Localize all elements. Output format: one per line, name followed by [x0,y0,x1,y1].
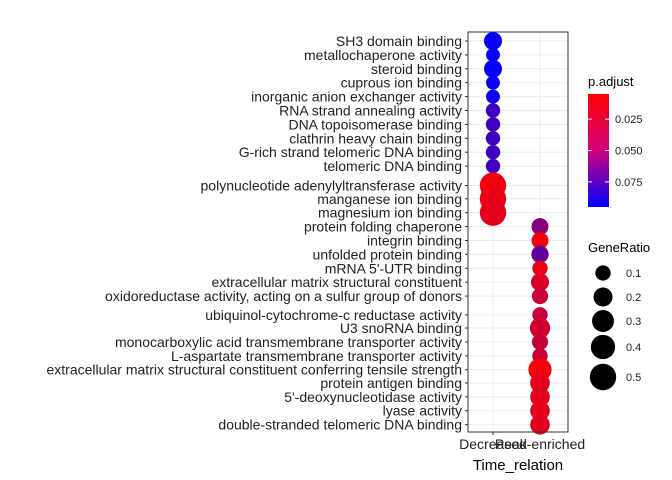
color-legend: p.adjust 0.025 0.050 0.075 [588,74,643,207]
data-point [532,260,548,276]
y-tick-label: mRNA 5'-UTR binding [325,260,462,276]
color-legend-label: 0.050 [615,146,643,158]
size-legend-title: GeneRatio [588,240,650,255]
data-point [485,158,501,174]
y-tick-label: RNA strand annealing activity [279,103,462,119]
size-legend-label: 0.1 [626,268,641,280]
size-legend-label: 0.4 [626,342,641,354]
data-point [530,273,550,292]
size-legend-dot [593,287,613,307]
y-tick-label: extracellular matrix structural constitu… [211,274,462,290]
y-tick-label: oxidoreductase activity, acting on a sul… [105,288,462,304]
data-point [531,287,549,305]
color-legend-label: 0.025 [615,114,643,126]
points-layer [479,31,552,435]
y-tick-label: ubiquinol-cytochrome-c reductase activit… [205,307,462,323]
y-tick-label: L-aspartate transmembrane transporter ac… [171,348,462,364]
size-legend-label: 0.3 [626,316,641,328]
y-tick-label: monocarboxylic acid transmembrane transp… [115,334,462,350]
data-point [486,75,500,90]
size-legend-label: 0.2 [626,292,641,304]
color-legend-label: 0.075 [615,177,643,189]
x-tick-label: Peak-enriched [495,436,585,452]
y-tick-label: steroid binding [371,61,462,77]
y-tick-label: polynucleotide adenylyltransferase activ… [201,178,462,194]
x-tick-label: Decreased [459,436,527,452]
y-tick-label: protein folding chaperone [304,219,462,235]
data-point [531,231,549,249]
y-tick-label: U3 snoRNA binding [340,320,462,336]
y-tick-label: metallochaperone activity [304,47,462,63]
y-tick-label: lyase activity [383,403,462,419]
size-legend-dot [590,334,616,360]
y-tick-label: integrin binding [367,232,462,248]
data-point [483,59,503,78]
y-tick-label: unfolded protein binding [313,246,462,262]
data-point [485,145,501,160]
y-tick-label: DNA topoisomerase binding [288,116,462,132]
data-point [530,387,550,407]
grid-layer [468,32,568,432]
y-tick-label: 5'-deoxynucleotidase activity [284,389,462,405]
y-tick-label: extracellular matrix structural constitu… [46,362,462,378]
data-point [485,103,501,118]
color-legend-title: p.adjust [588,74,634,89]
data-point [529,317,551,339]
size-legend-dot [589,363,617,391]
x-axis-title: Time_relation [473,457,563,474]
data-point [531,218,549,236]
size-legend: GeneRatio 0.1 0.2 0.3 0.4 0.5 [588,240,650,391]
y-tick-label: manganese ion binding [317,191,462,207]
y-tick-label: clathrin heavy chain binding [289,130,462,146]
y-tick-label: cuprous ion binding [341,75,462,91]
data-point [485,131,501,146]
data-point [486,47,500,62]
size-legend-dot [595,265,611,281]
data-point [531,245,549,264]
data-point [530,414,550,435]
data-point [530,373,550,393]
color-bar [588,94,609,207]
y-tick-label: double-stranded telomeric DNA binding [218,417,462,433]
y-tick-label: magnesium ion binding [318,205,462,221]
y-tick-label: inorganic anion exchanger activity [251,89,462,105]
y-tick-label: telomeric DNA binding [323,158,462,174]
data-point [483,31,503,51]
y-tick-label: G-rich strand telomeric DNA binding [239,144,462,160]
size-legend-label: 0.5 [626,372,641,384]
data-point [486,89,500,104]
data-point [531,333,549,351]
size-legend-dot [592,310,614,332]
data-point [479,199,507,226]
y-tick-label: SH3 domain binding [336,33,462,49]
data-point [485,117,501,132]
panel-border [467,31,569,433]
data-point [530,400,550,421]
y-tick-label: protein antigen binding [320,375,462,391]
